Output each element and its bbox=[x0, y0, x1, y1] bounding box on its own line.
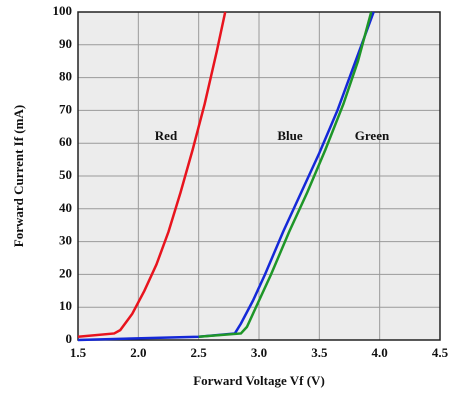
y-tick-label: 30 bbox=[59, 233, 72, 248]
y-tick-label: 90 bbox=[59, 36, 72, 51]
y-tick-label: 10 bbox=[59, 298, 72, 313]
x-tick-label: 3.5 bbox=[311, 345, 328, 360]
y-tick-label: 100 bbox=[53, 3, 73, 18]
y-tick-label: 70 bbox=[59, 101, 72, 116]
y-tick-label: 40 bbox=[59, 200, 72, 215]
series-label: Red bbox=[155, 128, 178, 143]
x-tick-label: 2.0 bbox=[130, 345, 146, 360]
plot-frame bbox=[77, 11, 441, 341]
x-tick-label: 4.0 bbox=[372, 345, 388, 360]
y-tick-label: 20 bbox=[59, 265, 72, 280]
x-tick-label: 3.0 bbox=[251, 345, 267, 360]
series-line bbox=[77, 11, 227, 338]
x-axis-label: Forward Voltage Vf (V) bbox=[193, 373, 325, 388]
x-tick-label: 4.5 bbox=[432, 345, 449, 360]
y-tick-label: 60 bbox=[59, 134, 72, 149]
y-tick-label: 50 bbox=[59, 167, 72, 182]
y-tick-label: 80 bbox=[59, 69, 72, 84]
y-axis-label: Forward Current If (mA) bbox=[11, 105, 26, 247]
series-line bbox=[198, 11, 373, 338]
y-tick-label: 0 bbox=[66, 331, 73, 346]
x-tick-label: 1.5 bbox=[70, 345, 87, 360]
series-label: Blue bbox=[277, 128, 303, 143]
x-tick-label: 2.5 bbox=[191, 345, 208, 360]
series-label: Green bbox=[355, 128, 390, 143]
